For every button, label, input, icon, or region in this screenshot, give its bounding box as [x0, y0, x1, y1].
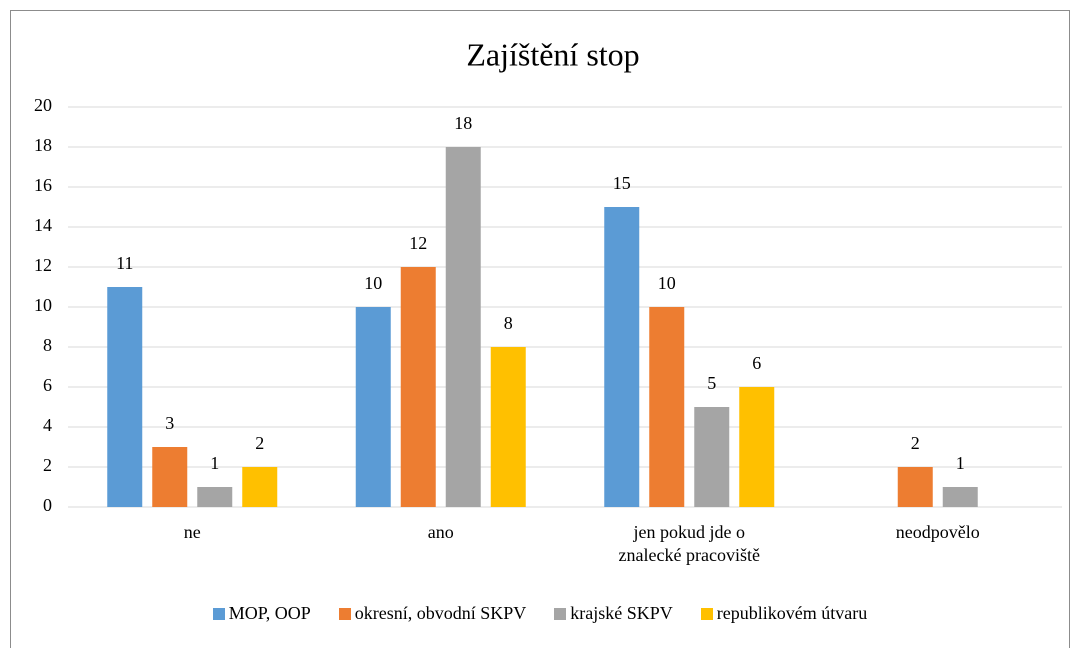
y-tick-label: 4 [43, 415, 52, 435]
legend-item: republikovém útvaru [700, 603, 868, 624]
legend-item: okresní, obvodní SKPV [338, 603, 527, 624]
bar [242, 467, 278, 507]
legend-item: MOP, OOP [212, 603, 311, 624]
y-tick-label: 12 [34, 255, 52, 275]
bar [490, 347, 526, 507]
bar [197, 487, 233, 507]
data-label: 6 [752, 353, 761, 373]
legend-swatch [700, 607, 713, 620]
data-label: 18 [454, 113, 472, 133]
y-tick-label: 6 [43, 375, 52, 395]
y-tick-label: 8 [43, 335, 52, 355]
x-tick-label: ne [183, 522, 201, 542]
data-label: 1 [956, 453, 965, 473]
bar [897, 467, 933, 507]
y-tick-label: 14 [34, 215, 52, 235]
bar [445, 147, 481, 507]
bar [739, 387, 775, 507]
data-label: 1 [210, 453, 219, 473]
legend-item: krajské SKPV [554, 603, 673, 624]
y-tick-label: 0 [43, 495, 52, 515]
y-tick-label: 18 [34, 135, 52, 155]
legend-label: MOP, OOP [228, 603, 311, 623]
chart-title: Zajíštění stop [466, 36, 639, 72]
legend-swatch [212, 607, 225, 620]
legend-label: krajské SKPV [570, 603, 673, 623]
legend-swatch [338, 607, 351, 620]
bar [355, 307, 391, 507]
data-label: 15 [613, 173, 631, 193]
x-tick-label: jen pokud jde o znalecké pracoviště [618, 522, 760, 565]
y-tick-label: 20 [34, 95, 52, 115]
chart-border [10, 10, 1070, 648]
data-label: 2 [911, 433, 920, 453]
data-label: 10 [364, 273, 382, 293]
bar [604, 207, 640, 507]
data-label: 3 [165, 413, 174, 433]
data-label: 8 [504, 313, 513, 333]
x-tick-label: neodpovělo [895, 522, 980, 542]
legend: MOP, OOP okresní, obvodní SKPV krajské SKP… [0, 603, 1080, 624]
legend-label: republikovém útvaru [716, 603, 868, 623]
legend-swatch [554, 607, 567, 620]
bar [649, 307, 685, 507]
legend-label: okresní, obvodní SKPV [354, 603, 527, 623]
bar [400, 267, 436, 507]
y-tick-label: 2 [43, 455, 52, 475]
bar [107, 287, 143, 507]
bar [152, 447, 188, 507]
y-tick-label: 16 [34, 175, 52, 195]
data-label: 2 [255, 433, 264, 453]
bar [942, 487, 978, 507]
data-label: 12 [409, 233, 427, 253]
x-tick-label: ano [427, 522, 454, 542]
data-label: 11 [116, 253, 133, 273]
data-label: 10 [658, 273, 676, 293]
data-label: 5 [707, 373, 716, 393]
y-tick-label: 10 [34, 295, 52, 315]
bar [694, 407, 730, 507]
